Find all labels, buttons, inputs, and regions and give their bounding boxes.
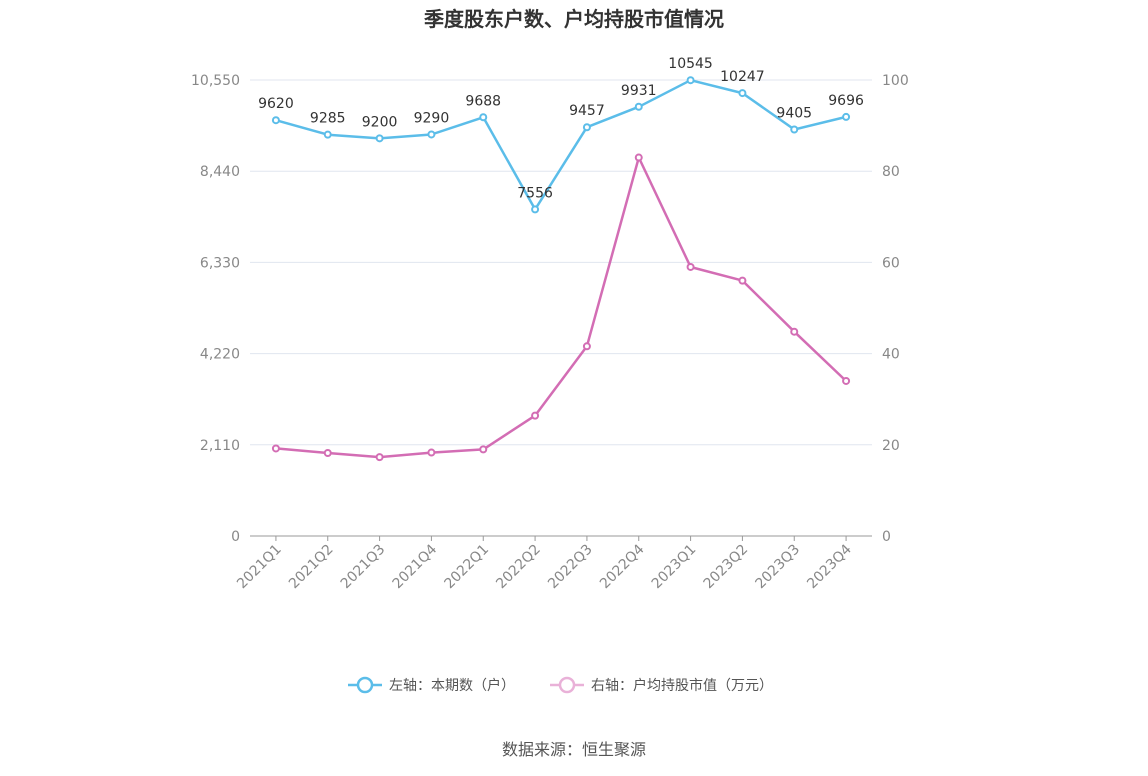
x-tick-label: 2022Q3 — [545, 542, 596, 593]
x-axis: 2021Q1 2021Q2 2021Q3 2021Q4 2022Q1 2022Q2 2022… — [234, 535, 872, 593]
data-label: 10247 — [720, 69, 765, 85]
right-tick-label: 40 — [882, 347, 900, 363]
legend-marker-left — [356, 676, 374, 694]
data-label: 9620 — [258, 96, 294, 112]
x-tick-label: 2022Q1 — [441, 542, 492, 593]
data-label: 9931 — [621, 83, 657, 99]
right-tick-label: 20 — [882, 438, 900, 454]
data-point-left[interactable] — [375, 134, 384, 143]
right-tick-label: 60 — [882, 255, 900, 271]
data-point-right[interactable] — [323, 449, 332, 458]
data-point-right[interactable] — [375, 453, 384, 462]
left-tick-label: 10,550 — [191, 73, 240, 89]
data-point-left[interactable] — [531, 205, 540, 214]
left-tick-label: 8,440 — [200, 164, 240, 180]
data-point-left[interactable] — [842, 112, 851, 121]
data-point-right[interactable] — [842, 376, 851, 385]
right-tick-label: 100 — [882, 73, 909, 89]
series-points — [271, 76, 851, 462]
data-point-right[interactable] — [634, 153, 643, 162]
legend-marker-right — [558, 676, 576, 694]
data-point-left[interactable] — [686, 76, 695, 85]
data-label: 9688 — [465, 93, 501, 109]
data-point-right[interactable] — [479, 445, 488, 454]
data-point-left[interactable] — [323, 130, 332, 139]
legend-item-right[interactable]: 右轴：户均持股市值（万元） — [550, 676, 773, 694]
x-tick-label: 2021Q1 — [234, 542, 285, 593]
series-line-left — [275, 78, 847, 211]
data-label: 9405 — [776, 105, 812, 121]
x-tick-label: 2021Q2 — [286, 542, 337, 593]
x-tick-label: 2023Q3 — [752, 542, 803, 593]
data-point-left[interactable] — [738, 89, 747, 98]
data-point-right[interactable] — [790, 327, 799, 336]
x-tick-label: 2021Q4 — [390, 541, 441, 592]
data-point-right[interactable] — [738, 276, 747, 285]
data-source: 数据来源：恒生聚源 — [502, 740, 646, 759]
series-lines — [275, 78, 847, 459]
data-point-right[interactable] — [427, 448, 436, 457]
x-tick-label: 2021Q3 — [338, 542, 389, 593]
right-tick-label: 80 — [882, 164, 900, 180]
data-label: 9457 — [569, 103, 605, 119]
data-point-left[interactable] — [790, 125, 799, 134]
data-label: 9290 — [414, 110, 450, 126]
data-label: 10545 — [668, 56, 713, 72]
x-tick-label: 2022Q4 — [597, 541, 648, 592]
data-label: 9696 — [828, 93, 864, 109]
left-tick-label: 6,330 — [200, 255, 240, 271]
data-point-left[interactable] — [427, 130, 436, 139]
x-tick-label: 2023Q1 — [649, 542, 700, 593]
left-tick-label: 0 — [231, 529, 240, 545]
left-axis-ticks: 0 2,110 4,220 6,330 8,440 10,550 — [191, 73, 240, 545]
data-labels: 9620 9285 9200 9290 9688 7556 9457 9931 10545 102… — [258, 56, 864, 201]
data-label: 9200 — [362, 114, 398, 130]
x-tick-label: 2022Q2 — [493, 542, 544, 593]
grid-lines — [250, 79, 872, 446]
x-tick-label: 2023Q4 — [804, 541, 855, 592]
data-label: 9285 — [310, 111, 346, 127]
data-point-left[interactable] — [634, 102, 643, 111]
data-point-left[interactable] — [582, 123, 591, 132]
left-tick-label: 4,220 — [200, 347, 240, 363]
x-tick-label: 2023Q2 — [701, 542, 752, 593]
legend: 左轴：本期数（户） 右轴：户均持股市值（万元） — [348, 676, 773, 694]
legend-label-right: 右轴：户均持股市值（万元） — [591, 677, 773, 694]
data-point-right[interactable] — [582, 342, 591, 351]
legend-item-left[interactable]: 左轴：本期数（户） — [348, 676, 515, 694]
data-label: 7556 — [517, 185, 553, 201]
data-point-left[interactable] — [271, 116, 280, 125]
data-point-right[interactable] — [531, 411, 540, 420]
chart-title: 季度股东户数、户均持股市值情况 — [423, 7, 724, 31]
legend-label-left: 左轴：本期数（户） — [389, 677, 515, 694]
right-tick-label: 0 — [882, 529, 891, 545]
data-point-right[interactable] — [271, 444, 280, 453]
data-point-left[interactable] — [479, 113, 488, 122]
left-tick-label: 2,110 — [200, 438, 240, 454]
right-axis-ticks: 0 20 40 60 80 100 — [882, 73, 909, 545]
data-point-right[interactable] — [686, 262, 695, 271]
series-line-right — [275, 156, 847, 459]
